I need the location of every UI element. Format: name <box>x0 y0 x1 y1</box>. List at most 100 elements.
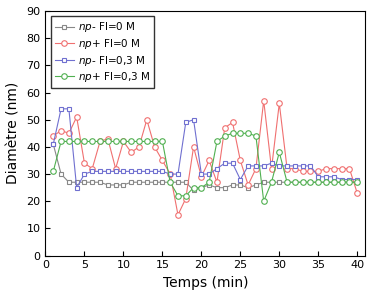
$np$- FI=0,3 M <box>59 107 63 110</box>
$np$+ FI=0,3 M <box>51 170 55 173</box>
$np$+ FI=0,3 M <box>215 140 219 143</box>
$np$+ FI=0 M <box>98 140 102 143</box>
$np$+ FI=0,3 M <box>277 151 282 154</box>
$np$+ FI=0 M <box>183 197 188 200</box>
$np$- FI=0,3 M <box>222 161 227 165</box>
$np$+ FI=0,3 M <box>183 194 188 198</box>
$np$- FI=0 M <box>347 181 352 184</box>
$np$+ FI=0 M <box>74 115 79 119</box>
$np$- FI=0 M <box>230 183 235 187</box>
$np$- FI=0,3 M <box>269 161 274 165</box>
$np$- FI=0,3 M <box>74 186 79 189</box>
$np$+ FI=0 M <box>82 161 87 165</box>
$np$- FI=0 M <box>67 181 71 184</box>
Line: $np$+ FI=0 M: $np$+ FI=0 M <box>51 98 360 218</box>
$np$- FI=0,3 M <box>153 170 157 173</box>
$np$+ FI=0 M <box>238 159 243 162</box>
$np$- FI=0,3 M <box>199 172 203 176</box>
$np$+ FI=0,3 M <box>129 140 134 143</box>
$np$- FI=0,3 M <box>339 178 344 181</box>
$np$- FI=0,3 M <box>347 178 352 181</box>
$np$- FI=0,3 M <box>316 175 321 178</box>
Line: $np$- FI=0 M: $np$- FI=0 M <box>51 142 360 193</box>
$np$- FI=0,3 M <box>277 164 282 168</box>
$np$- FI=0,3 M <box>355 178 359 181</box>
$np$+ FI=0,3 M <box>285 181 289 184</box>
$np$+ FI=0 M <box>269 167 274 170</box>
$np$- FI=0,3 M <box>176 172 180 176</box>
$np$+ FI=0,3 M <box>121 140 126 143</box>
$np$+ FI=0,3 M <box>269 181 274 184</box>
$np$+ FI=0,3 M <box>246 132 250 135</box>
$np$+ FI=0,3 M <box>347 181 352 184</box>
$np$+ FI=0,3 M <box>324 181 328 184</box>
$np$+ FI=0 M <box>129 151 134 154</box>
$np$- FI=0 M <box>277 181 282 184</box>
$np$+ FI=0 M <box>347 167 352 170</box>
$np$- FI=0 M <box>316 181 321 184</box>
$np$+ FI=0,3 M <box>191 186 196 189</box>
$np$+ FI=0 M <box>176 213 180 217</box>
$np$+ FI=0 M <box>121 140 126 143</box>
$np$+ FI=0,3 M <box>67 140 71 143</box>
$np$- FI=0 M <box>301 181 305 184</box>
$np$- FI=0 M <box>293 181 297 184</box>
$np$- FI=0 M <box>269 181 274 184</box>
$np$+ FI=0 M <box>293 167 297 170</box>
$np$- FI=0,3 M <box>238 178 243 181</box>
$np$+ FI=0 M <box>301 170 305 173</box>
$np$- FI=0 M <box>145 181 149 184</box>
$np$+ FI=0,3 M <box>316 181 321 184</box>
$np$- FI=0 M <box>207 183 211 187</box>
Line: $np$+ FI=0,3 M: $np$+ FI=0,3 M <box>51 130 360 204</box>
$np$+ FI=0 M <box>285 167 289 170</box>
$np$- FI=0,3 M <box>331 175 336 178</box>
$np$+ FI=0 M <box>222 126 227 129</box>
$np$- FI=0 M <box>331 181 336 184</box>
$np$- FI=0 M <box>355 181 359 184</box>
$np$+ FI=0 M <box>316 170 321 173</box>
$np$+ FI=0 M <box>230 121 235 124</box>
$np$+ FI=0,3 M <box>90 140 94 143</box>
$np$- FI=0,3 M <box>106 170 110 173</box>
$np$+ FI=0 M <box>67 132 71 135</box>
$np$+ FI=0 M <box>113 167 118 170</box>
$np$- FI=0,3 M <box>285 164 289 168</box>
$np$+ FI=0 M <box>59 129 63 132</box>
$np$- FI=0,3 M <box>168 172 172 176</box>
$np$- FI=0 M <box>51 142 55 146</box>
$np$+ FI=0 M <box>207 159 211 162</box>
$np$- FI=0,3 M <box>207 172 211 176</box>
$np$- FI=0,3 M <box>98 170 102 173</box>
$np$+ FI=0 M <box>51 134 55 138</box>
$np$+ FI=0,3 M <box>254 134 258 138</box>
$np$- FI=0 M <box>137 181 141 184</box>
$np$+ FI=0,3 M <box>293 181 297 184</box>
$np$+ FI=0,3 M <box>176 194 180 198</box>
$np$- FI=0,3 M <box>324 175 328 178</box>
$np$+ FI=0 M <box>324 167 328 170</box>
$np$+ FI=0,3 M <box>308 181 313 184</box>
$np$- FI=0 M <box>222 186 227 189</box>
$np$- FI=0 M <box>82 181 87 184</box>
$np$- FI=0 M <box>339 181 344 184</box>
$np$- FI=0,3 M <box>160 170 165 173</box>
$np$+ FI=0,3 M <box>98 140 102 143</box>
$np$- FI=0,3 M <box>90 170 94 173</box>
$np$- FI=0 M <box>129 181 134 184</box>
$np$+ FI=0,3 M <box>230 132 235 135</box>
$np$- FI=0,3 M <box>129 170 134 173</box>
$np$- FI=0,3 M <box>262 164 266 168</box>
$np$- FI=0 M <box>59 172 63 176</box>
$np$- FI=0 M <box>98 181 102 184</box>
$np$- FI=0 M <box>254 183 258 187</box>
$np$- FI=0,3 M <box>121 170 126 173</box>
$np$+ FI=0 M <box>254 167 258 170</box>
$np$- FI=0 M <box>183 181 188 184</box>
$np$- FI=0 M <box>160 181 165 184</box>
$np$+ FI=0 M <box>355 191 359 195</box>
$np$- FI=0 M <box>176 181 180 184</box>
Y-axis label: Diamètre (nm): Diamètre (nm) <box>7 82 21 184</box>
$np$- FI=0 M <box>238 183 243 187</box>
$np$- FI=0 M <box>262 181 266 184</box>
